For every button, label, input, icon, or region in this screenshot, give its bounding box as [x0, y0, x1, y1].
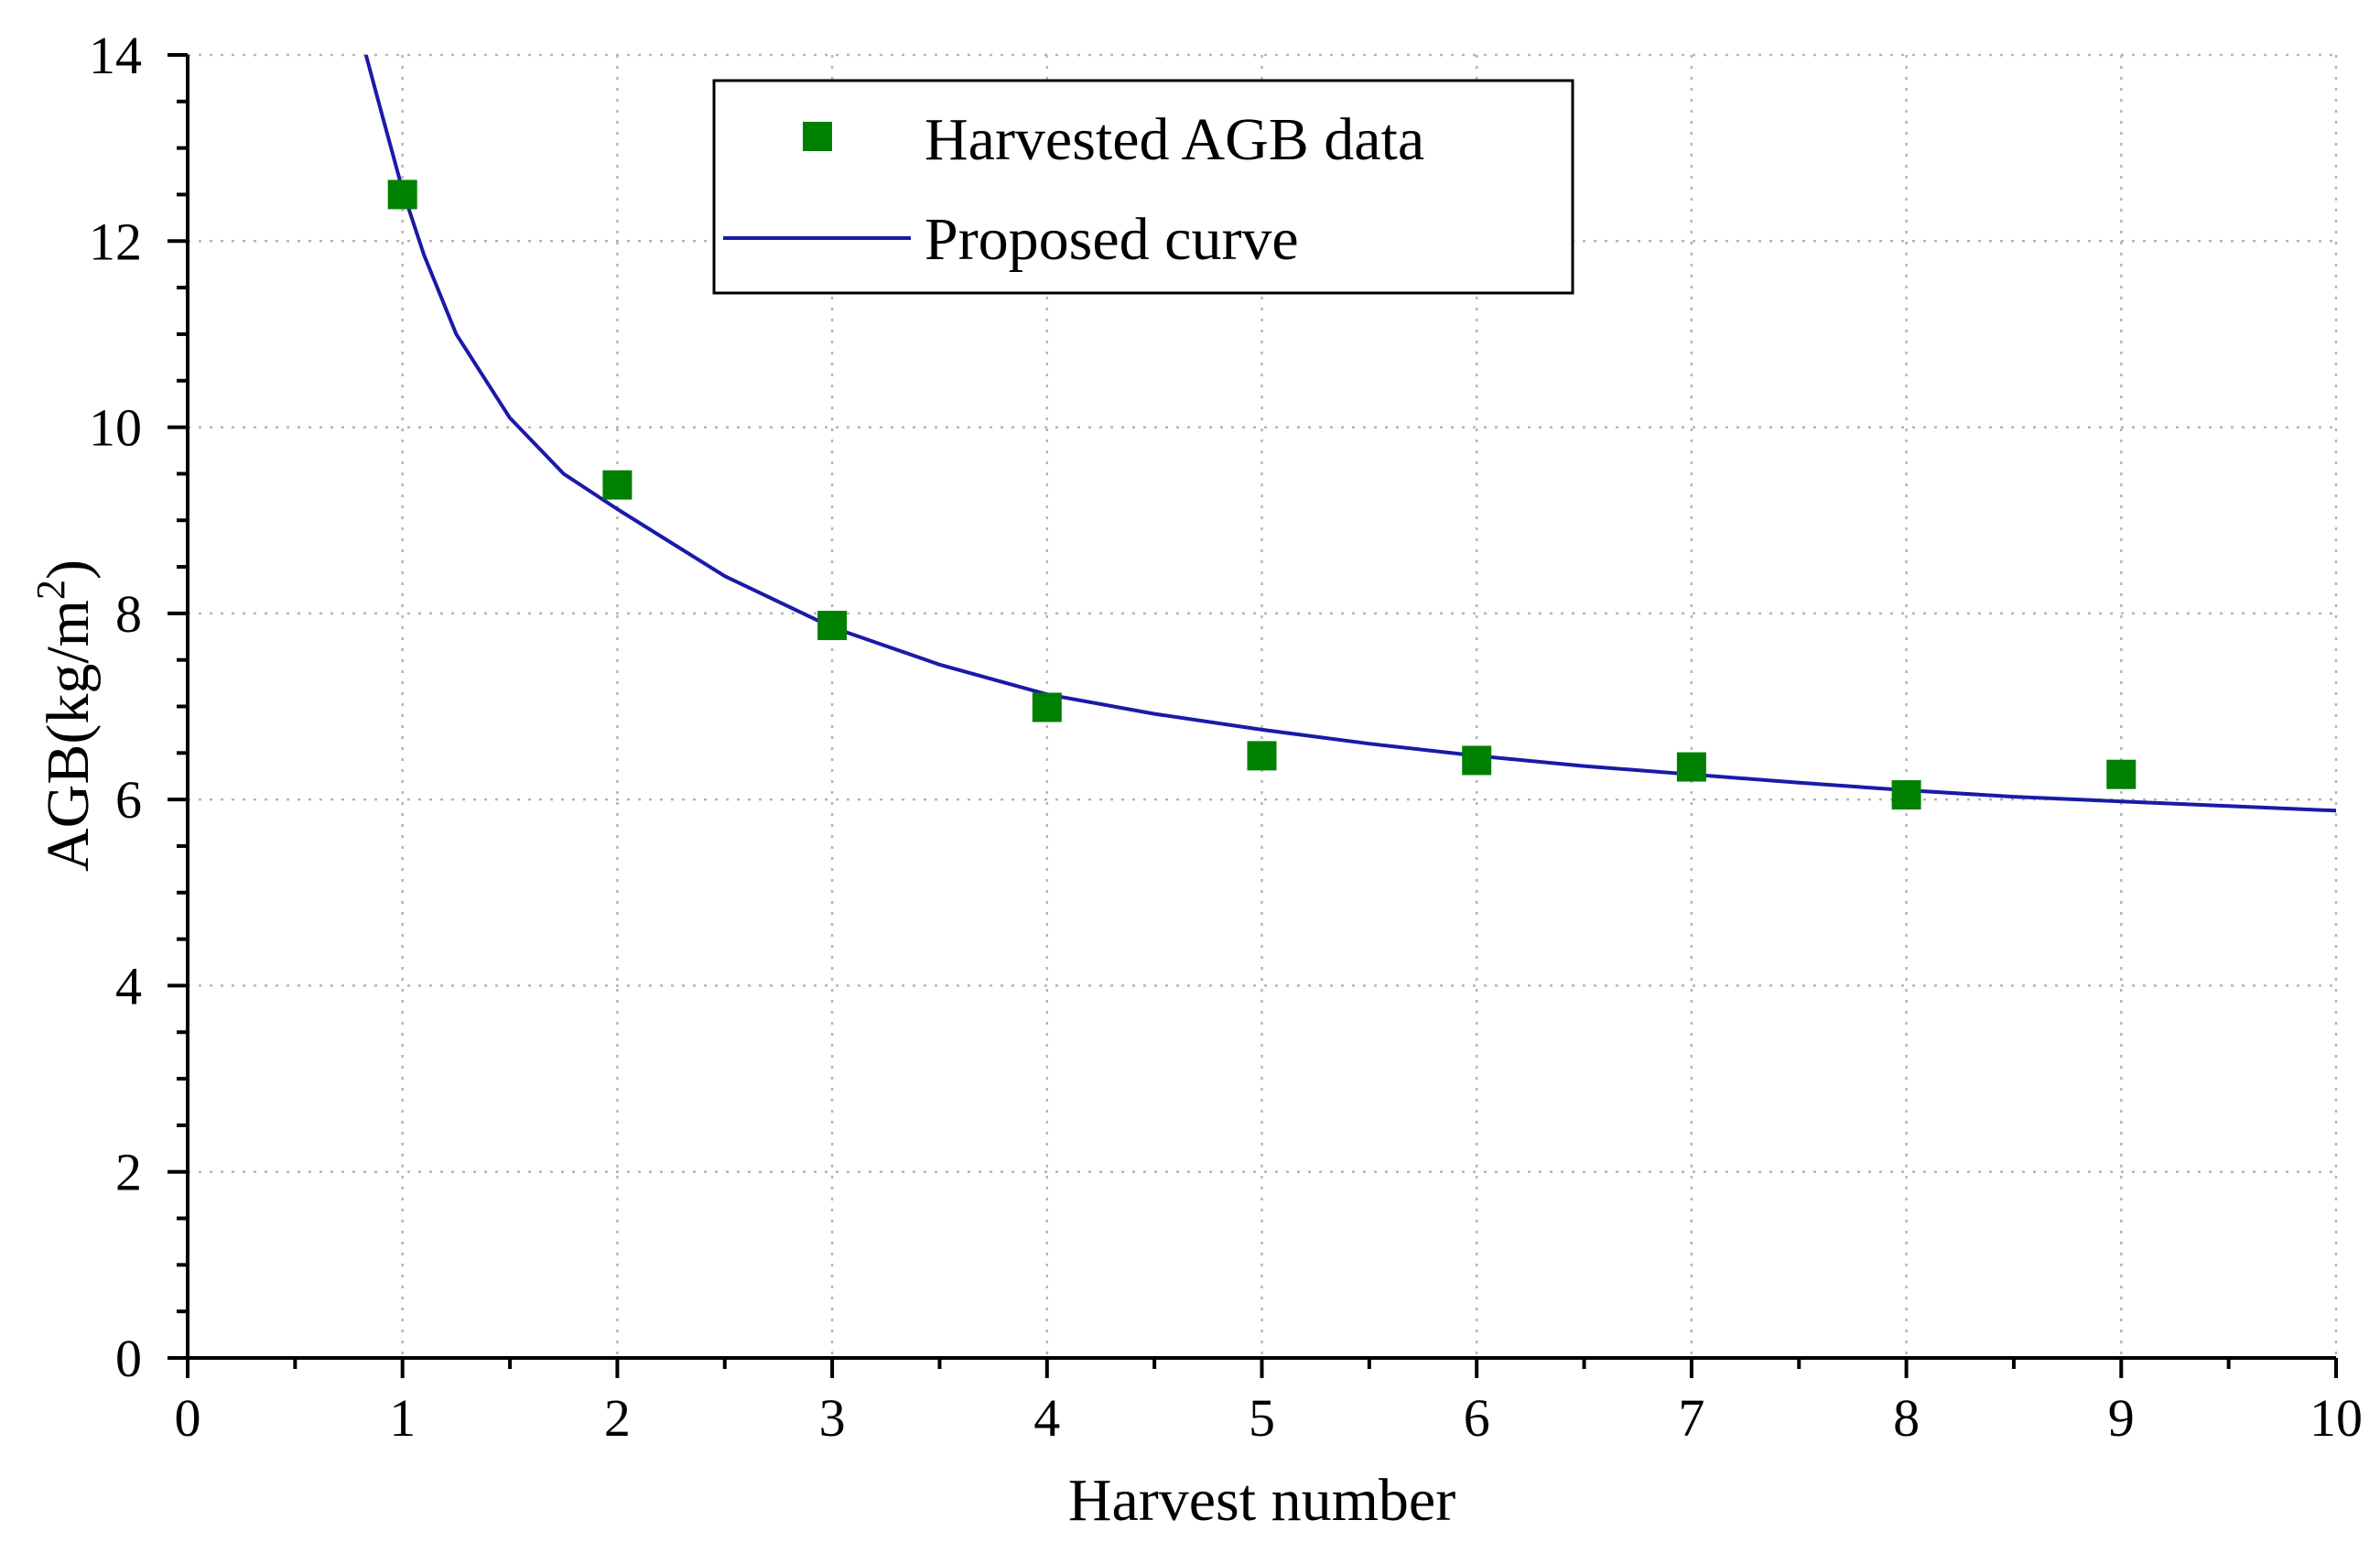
- y-tick-label: 2: [115, 1143, 142, 1202]
- y-axis-title-close: ): [35, 559, 102, 580]
- x-axis-title: Harvest number: [1068, 1467, 1455, 1534]
- legend: Harvested AGB data Proposed curve: [712, 79, 1574, 295]
- x-tick-label: 2: [604, 1388, 631, 1448]
- harvested-data-point: [1891, 780, 1921, 810]
- y-tick-label: 6: [115, 770, 142, 830]
- harvested-data-point: [1032, 692, 1062, 722]
- x-tick-label: 9: [2108, 1388, 2135, 1448]
- harvested-data-point: [602, 470, 633, 500]
- y-axis-title: AGB(kg/m2): [28, 559, 102, 872]
- x-tick-label: 6: [1464, 1388, 1490, 1448]
- y-tick-label: 8: [115, 584, 142, 644]
- harvested-data-point: [2106, 759, 2137, 789]
- x-tick-label: 10: [2310, 1388, 2363, 1448]
- y-tick-label: 10: [89, 398, 142, 458]
- x-tick-label: 7: [1678, 1388, 1704, 1448]
- x-tick-label: 1: [389, 1388, 416, 1448]
- x-tick-label: 5: [1249, 1388, 1275, 1448]
- x-tick-label: 0: [175, 1388, 201, 1448]
- harvested-data-point: [1462, 745, 1492, 776]
- legend-box: [712, 79, 1574, 295]
- harvested-data-point: [817, 611, 848, 641]
- proposed-curve-line: [363, 54, 2337, 813]
- series-layer: [363, 54, 2337, 813]
- harvested-data-point: [1247, 741, 1277, 771]
- harvested-data-point: [387, 179, 417, 210]
- y-axis-title-main: AGB(kg/m: [35, 600, 102, 872]
- harvested-data-point: [1676, 752, 1706, 782]
- y-tick-label: 12: [89, 212, 142, 271]
- x-tick-label: 3: [819, 1388, 846, 1448]
- x-tick-label: 4: [1033, 1388, 1060, 1448]
- y-tick-label: 4: [115, 956, 142, 1015]
- y-axis-title-superscript: 2: [28, 580, 73, 600]
- legend-marker-harvested: [803, 122, 832, 151]
- legend-label-proposed: Proposed curve: [925, 206, 1299, 273]
- y-tick-label: 0: [115, 1329, 142, 1388]
- x-tick-label: 8: [1893, 1388, 1920, 1448]
- y-tick-label: 14: [89, 26, 142, 85]
- legend-label-harvested: Harvested AGB data: [925, 106, 1424, 173]
